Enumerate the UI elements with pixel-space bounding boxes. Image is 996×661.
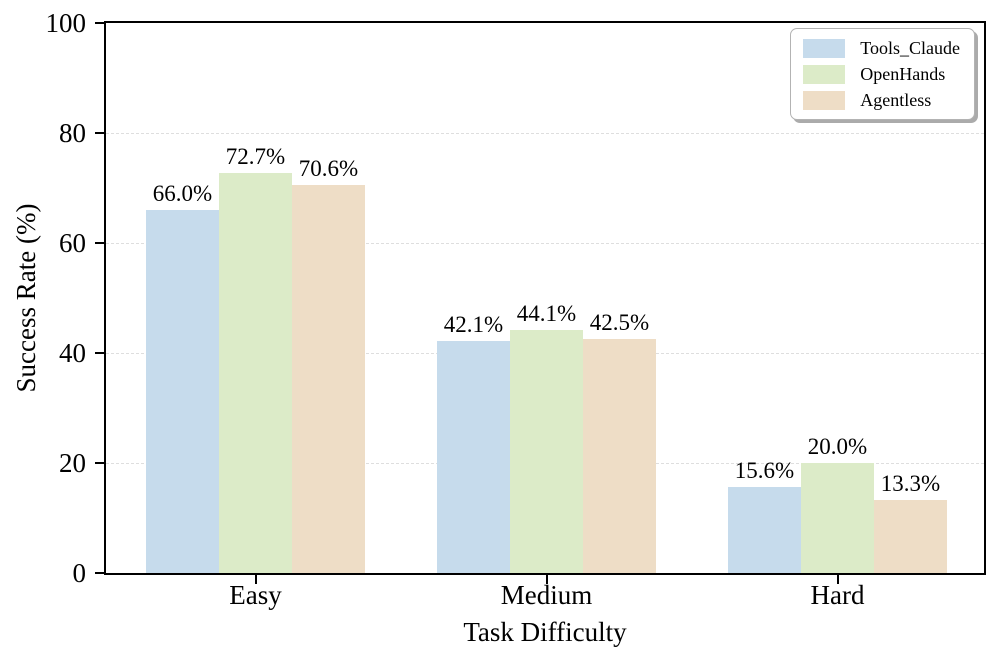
legend-label-tools_claude: Tools_Claude bbox=[860, 38, 960, 58]
bar-tools_claude-hard bbox=[728, 487, 801, 573]
bar-agentless-hard bbox=[874, 499, 947, 573]
bar-tools_claude-easy bbox=[146, 210, 219, 573]
gridline-y80 bbox=[106, 133, 984, 134]
bar-value-label: 66.0% bbox=[152, 181, 213, 206]
y-tick-mark-80 bbox=[95, 132, 104, 134]
bar-tools_claude-medium bbox=[437, 341, 510, 573]
legend-swatch-openhands bbox=[803, 64, 846, 84]
y-tick-mark-60 bbox=[95, 242, 104, 244]
x-tick-label-medium: Medium bbox=[500, 580, 593, 610]
bar-openhands-medium bbox=[510, 330, 583, 573]
bar-value-label: 15.6% bbox=[734, 458, 795, 484]
bar-value-label: 20.0% bbox=[807, 434, 868, 459]
x-tick-mark-easy bbox=[254, 575, 257, 584]
bar-openhands-easy bbox=[219, 173, 292, 573]
bar-value-label: 72.7% bbox=[225, 144, 286, 170]
legend-item-openhands: OpenHands bbox=[803, 64, 960, 84]
legend-item-tools_claude: Tools_Claude bbox=[803, 38, 960, 58]
bar-value-label: 42.1% bbox=[443, 312, 504, 338]
y-tick-label-40: 40 bbox=[59, 337, 86, 368]
y-tick-label-0: 0 bbox=[72, 557, 87, 588]
bar-value-label: 42.5% bbox=[589, 310, 650, 336]
bar-value-label: 70.6% bbox=[298, 155, 359, 181]
x-tick-mark-hard bbox=[836, 575, 839, 584]
bar-agentless-easy bbox=[292, 184, 365, 573]
legend-label-openhands: OpenHands bbox=[860, 64, 946, 84]
x-tick-label-hard: Hard bbox=[810, 580, 865, 610]
x-axis-label: Task Difficulty bbox=[463, 617, 627, 647]
bar-openhands-hard bbox=[801, 463, 874, 573]
y-tick-label-20: 20 bbox=[59, 447, 86, 478]
bar-value-label: 13.3% bbox=[880, 470, 941, 496]
plot-area: 0 20 40 60 80 100 66.0% 72.7% 70.6% Easy 42.1% 44.1… bbox=[46, 9, 986, 609]
x-tick-label-easy: Easy bbox=[229, 580, 282, 610]
y-tick-mark-100 bbox=[95, 22, 104, 24]
y-tick-label-80: 80 bbox=[59, 117, 86, 148]
y-tick-mark-40 bbox=[95, 352, 104, 354]
legend-label-agentless: Agentless bbox=[860, 90, 932, 110]
y-tick-mark-20 bbox=[95, 462, 104, 464]
bar-agentless-medium bbox=[583, 339, 656, 573]
legend-swatch-agentless bbox=[803, 90, 846, 110]
legend-item-agentless: Agentless bbox=[803, 90, 960, 110]
bar-value-label: 44.1% bbox=[516, 301, 577, 327]
y-tick-label-60: 60 bbox=[59, 227, 86, 258]
legend: Tools_Claude OpenHands Agentless bbox=[790, 28, 975, 120]
legend-swatch-tools_claude bbox=[803, 38, 846, 58]
x-tick-mark-medium bbox=[545, 575, 548, 584]
y-tick-label-100: 100 bbox=[45, 7, 87, 38]
y-tick-mark-0 bbox=[95, 572, 104, 574]
gridline-y60 bbox=[106, 243, 984, 244]
